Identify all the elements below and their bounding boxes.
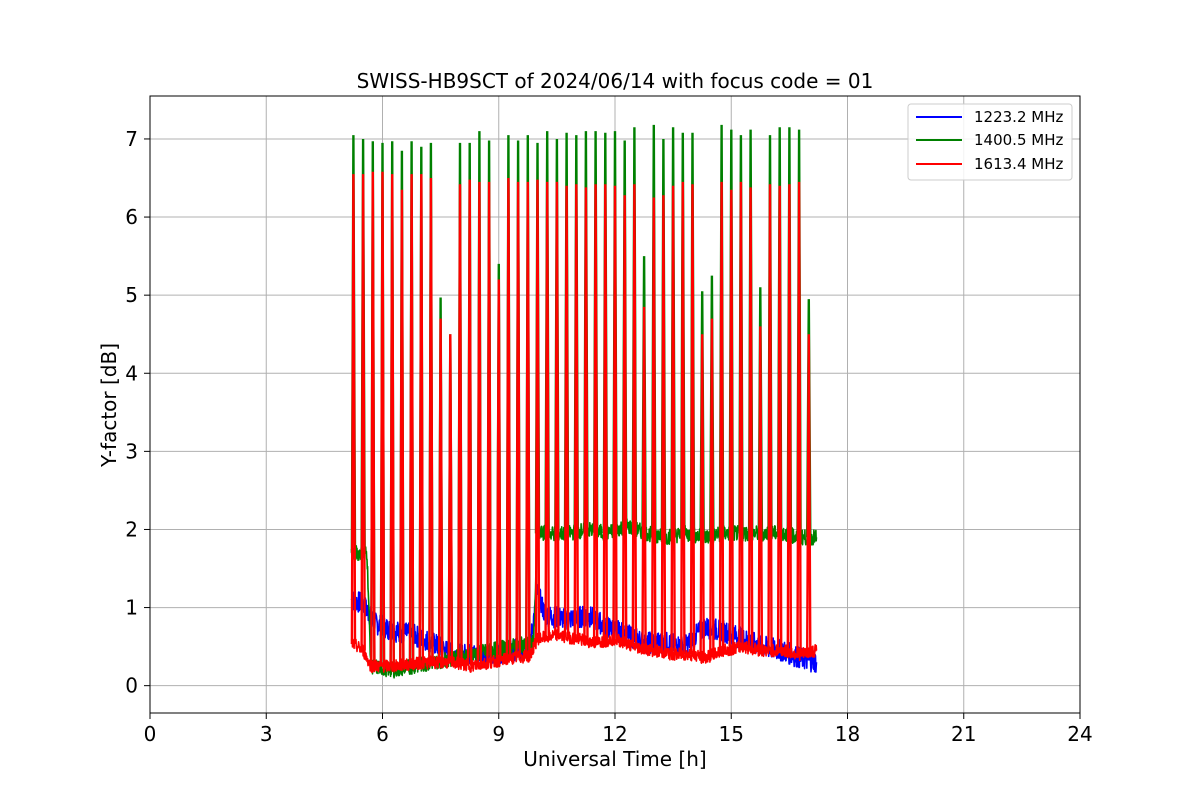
spike [486,181,492,663]
spike [709,318,715,656]
spike [728,189,734,650]
y-tick-label: 0 [125,674,138,698]
spike [651,197,657,651]
chart-title: SWISS-HB9SCT of 2024/06/14 with focus co… [357,69,874,93]
legend: 1223.2 MHz 1400.5 MHz 1613.4 MHz [907,103,1073,181]
spike [583,187,589,641]
x-tick-label: 21 [951,722,976,746]
spike [786,184,793,653]
spike [796,181,802,655]
spike [447,334,454,663]
spike [379,171,386,667]
legend-label-1: 1400.5 MHz [974,131,1063,149]
spike [496,279,502,661]
spike [437,318,444,663]
y-axis-ticks: 0 1 2 3 4 5 6 7 [125,127,150,698]
y-tick-label: 5 [125,283,138,307]
spike [621,195,628,643]
x-tick-label: 0 [144,722,157,746]
x-tick-label: 24 [1067,722,1092,746]
y-tick-label: 2 [125,517,138,541]
spike [505,177,512,659]
x-axis-ticks: 0 3 6 9 12 15 18 21 24 [144,713,1093,746]
spike [631,184,638,647]
spike [660,195,667,653]
x-tick-label: 15 [719,722,744,746]
spike [573,184,579,639]
spike [350,174,357,645]
x-tick-label: 12 [602,722,627,746]
spike [370,171,376,667]
legend-label-2: 1613.4 MHz [974,155,1063,173]
spike [525,181,531,657]
spike [738,181,744,648]
spike [689,184,696,655]
spike [563,185,570,637]
spike [592,184,599,643]
spike [747,187,754,649]
spike [476,181,483,665]
spike [612,185,618,639]
x-axis-label: Universal Time [h] [523,747,706,771]
spike [399,189,405,666]
spike [641,306,647,649]
spike [680,181,686,655]
y-tick-label: 4 [125,361,138,385]
spike [389,174,395,667]
y-tick-label: 7 [125,127,138,151]
spike [515,181,521,658]
spike [428,177,434,663]
y-tick-label: 3 [125,439,138,463]
x-tick-label: 9 [492,722,505,746]
spike [757,326,764,651]
spike [767,184,773,651]
spike [534,179,541,639]
legend-box [907,103,1073,181]
spike [554,181,560,635]
spike [670,185,676,655]
spike [466,179,473,666]
x-tick-label: 6 [376,722,389,746]
y-tick-label: 1 [125,596,138,620]
spike [418,174,424,664]
legend-label-0: 1223.2 MHz [974,108,1063,126]
spike [360,174,366,651]
spike [806,334,812,653]
spike [602,184,609,641]
x-tick-label: 18 [835,722,860,746]
spike [408,174,415,665]
spike [718,181,725,652]
spike [699,334,705,658]
series-2 [350,171,818,674]
spike [776,185,783,651]
y-axis-label: Y-factor [dB] [97,343,121,468]
spike [457,184,463,664]
series-layer [350,124,818,679]
y-tick-label: 6 [125,205,138,229]
spike [544,181,550,637]
x-tick-label: 3 [260,722,273,746]
